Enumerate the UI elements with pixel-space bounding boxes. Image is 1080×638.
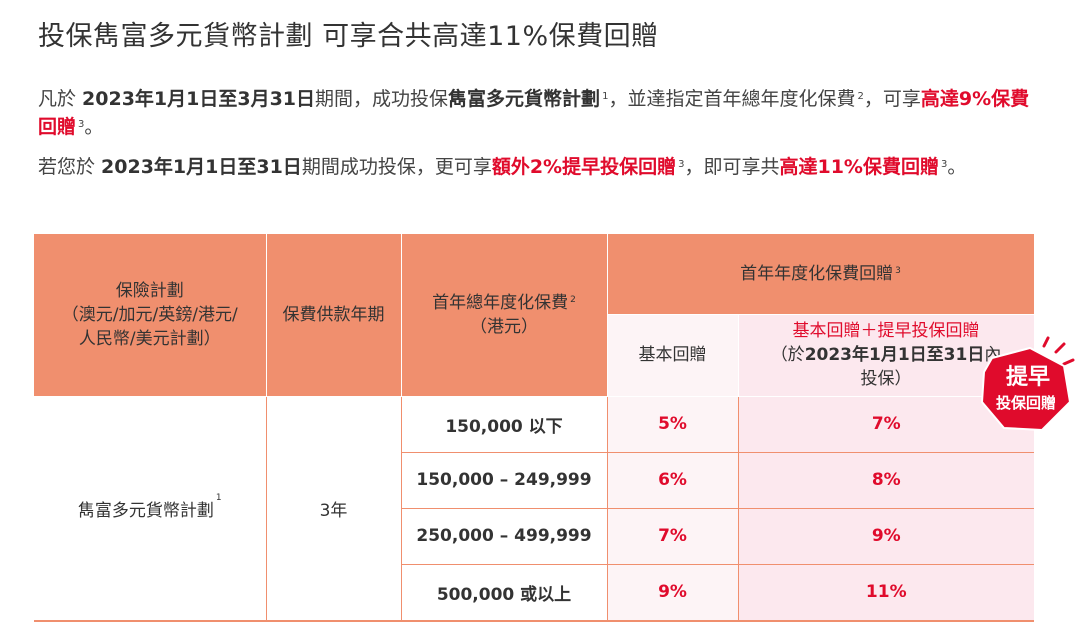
basic-rebate-cell: 5%: [607, 396, 739, 453]
bonus-rebate-cell: 9%: [738, 508, 1035, 565]
early-bonus-badge: 提早 投保回贈: [980, 336, 1075, 432]
badge-shape: [980, 346, 1072, 432]
header-plan: 保險計劃 （澳元/加元/英鎊/港元/人民幣/美元計劃）: [34, 234, 267, 397]
table-row: 250,000 – 499,999 7% 9%: [34, 508, 1035, 565]
intro-paragraph: 凡於 2023年1月1日至3月31日期間，成功投保雋富多元貨幣計劃 1，並達指定首…: [38, 88, 1030, 138]
bonus-rebate-cell: 11%: [738, 564, 1035, 622]
early-bonus-paragraph: 若您於 2023年1月1日至31日期間成功投保，更可享額外2%提早投保回贈 3，即…: [38, 156, 967, 178]
premium-band-cell: 150,000 – 249,999: [401, 452, 608, 509]
header-basic-rebate: 基本回贈: [607, 314, 739, 397]
basic-rebate-cell: 7%: [607, 508, 739, 565]
table-row: 雋富多元貨幣計劃1 3年 150,000 以下 5% 7%: [34, 396, 1035, 622]
table-row: 500,000 或以上 9% 11%: [34, 564, 1035, 622]
bonus-rebate-cell: 8%: [738, 452, 1035, 509]
burst-lines: [1042, 336, 1075, 366]
plan-name-cell: 雋富多元貨幣計劃1: [34, 396, 267, 622]
header-rebate: 首年年度化保費回贈 3: [607, 234, 1035, 315]
badge-line2: 投保回贈: [996, 394, 1056, 412]
term-cell: 3年: [266, 396, 402, 622]
header-premium: 首年總年度化保費 2 （港元）: [401, 234, 608, 397]
badge-line1: 提早: [1006, 364, 1050, 390]
header-bonus-rebate: 基本回贈＋提早投保回贈 （於2023年1月1日至31日內 投保）: [738, 314, 1035, 397]
table-row: 150,000 – 249,999 6% 8%: [34, 452, 1035, 509]
premium-band-cell: 250,000 – 499,999: [401, 508, 608, 565]
premium-band-cell: 500,000 或以上: [401, 564, 608, 622]
premium-band-cell: 150,000 以下: [401, 396, 608, 453]
header-term: 保費供款年期: [266, 234, 402, 397]
basic-rebate-cell: 6%: [607, 452, 739, 509]
basic-rebate-cell: 9%: [607, 564, 739, 622]
rebate-table: 保險計劃 （澳元/加元/英鎊/港元/人民幣/美元計劃） 保費供款年期 首年總年度化…: [34, 234, 1035, 622]
page-title: 投保雋富多元貨幣計劃 可享合共高達11%保費回贈: [38, 21, 659, 52]
